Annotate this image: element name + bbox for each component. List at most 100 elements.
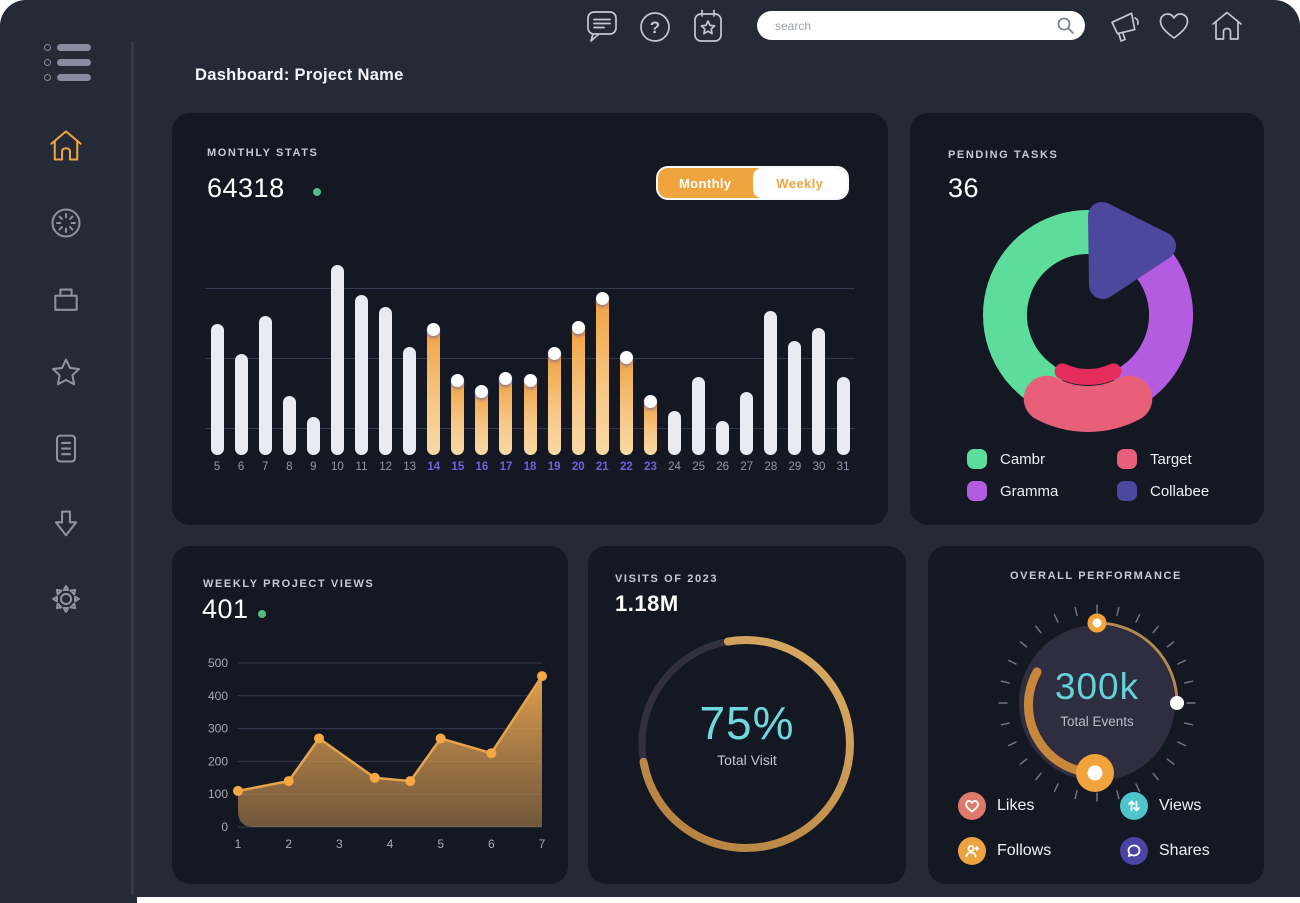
bar [330,265,344,455]
bar-column [229,265,253,455]
donut-legend: Cambr Target Gramma Collabee [967,449,1247,501]
bar [595,292,609,455]
search-icon [1057,17,1074,34]
bar [740,392,754,455]
document-icon [55,434,77,463]
legend-swatch [967,481,987,501]
home-icon [1212,11,1242,40]
gauge-knob-top[interactable] [1087,613,1107,633]
x-tick-label: 10 [331,461,344,473]
bar [692,377,706,455]
bar-dot [643,395,657,408]
bar-column [518,265,542,455]
bar [716,421,730,455]
x-tick-label: 22 [619,461,633,473]
period-toggle: Monthly Weekly [656,166,849,200]
x-tick-label: 27 [740,461,754,473]
x-tick-label: 30 [812,461,826,473]
bar-column [205,265,229,455]
toggle-monthly-button[interactable]: Monthly [678,175,732,191]
announcements-button[interactable] [1107,8,1143,46]
gear-icon [52,585,80,613]
x-tick-label: 3 [336,837,343,851]
home-icon [50,130,82,161]
home-button[interactable] [1209,8,1245,46]
search-input[interactable] [757,11,1085,40]
data-point [435,733,446,744]
sidebar-item-favorites[interactable] [48,355,84,391]
bar [258,316,272,455]
x-tick-label: 28 [764,461,778,473]
x-tick-label: 11 [355,461,368,473]
legend-item: Shares [1120,837,1244,865]
bar-column [638,265,662,455]
chat-bubble-icon [1120,837,1148,865]
bar [571,321,585,455]
x-tick-label: 8 [286,461,293,473]
card-label: VISITS OF 2023 [615,573,719,585]
data-point [405,776,416,787]
bar-column [566,265,590,455]
menu-toggle-button[interactable] [44,44,96,89]
card-label: PENDING TASKS [948,149,1059,161]
favorites-button[interactable] [1156,8,1192,46]
bar [306,417,320,455]
bar [282,396,296,455]
x-tick-label: 20 [571,461,585,473]
heart-icon [958,792,986,820]
toggle-weekly-button[interactable]: Weekly [752,168,847,198]
gauge-knob-bottom-dot [1087,765,1103,781]
legend-label: Cambr [1000,450,1046,468]
bar [379,307,393,455]
card-value: 401 [202,594,249,624]
bar-column [301,265,325,455]
sidebar-item-history[interactable] [48,205,84,241]
performance-legend: Likes Views Follows [958,792,1244,865]
sidebar [0,0,137,903]
bar-dot [475,385,489,398]
x-tick-label: 19 [547,461,561,473]
bar-dot [547,347,561,360]
y-tick-label: 0 [221,820,228,834]
sidebar-item-home[interactable] [48,128,84,164]
clock-spinner-icon [51,208,81,238]
y-tick-label: 400 [208,689,228,703]
sidebar-item-projects[interactable] [48,280,84,316]
bar-column [253,265,277,455]
legend-label: Gramma [1000,482,1059,500]
x-tick-label: 31 [836,461,850,473]
main-area: ? Dashboard: Project Name MONTHLY STATS … [137,0,1300,897]
calendar-event-button[interactable] [690,8,726,46]
pending-tasks-card: PENDING TASKS 36 Cambr Target [910,113,1264,525]
bar [523,374,537,455]
sidebar-item-settings[interactable] [48,581,84,617]
bar-column [470,265,494,455]
x-tick-label: 24 [668,461,681,473]
y-tick-label: 100 [208,787,228,801]
bar [643,395,657,455]
bar-column [783,265,807,455]
weekly-area-chart: 0 100 200 300 400 500 1 2 3 4 5 6 7 [208,656,547,851]
bar [234,354,248,455]
bar-column [735,265,759,455]
x-tick-label: 6 [488,837,495,851]
chat-button[interactable] [584,8,620,46]
legend-label: Views [1159,797,1202,814]
help-button[interactable]: ? [637,8,673,46]
x-tick-label: 23 [644,461,657,473]
weekly-views-card: WEEKLY PROJECT VIEWS 401 0 100 200 300 400 50… [172,546,568,884]
bar [668,411,682,455]
bar-column [325,265,349,455]
sidebar-item-downloads[interactable] [48,506,84,542]
help-icon: ? [640,12,670,42]
sidebar-item-documents[interactable] [48,430,84,466]
donut-segment-cambr [983,210,1110,405]
visits-card: VISITS OF 2023 1.18M 75% Total Visit [588,546,906,884]
search-bar [757,11,1085,40]
data-point [369,772,380,783]
card-label: MONTHLY STATS [207,147,319,159]
y-tick-label: 300 [208,722,228,736]
bar [764,311,778,455]
bar-column [759,265,783,455]
legend-swatch [967,449,987,469]
